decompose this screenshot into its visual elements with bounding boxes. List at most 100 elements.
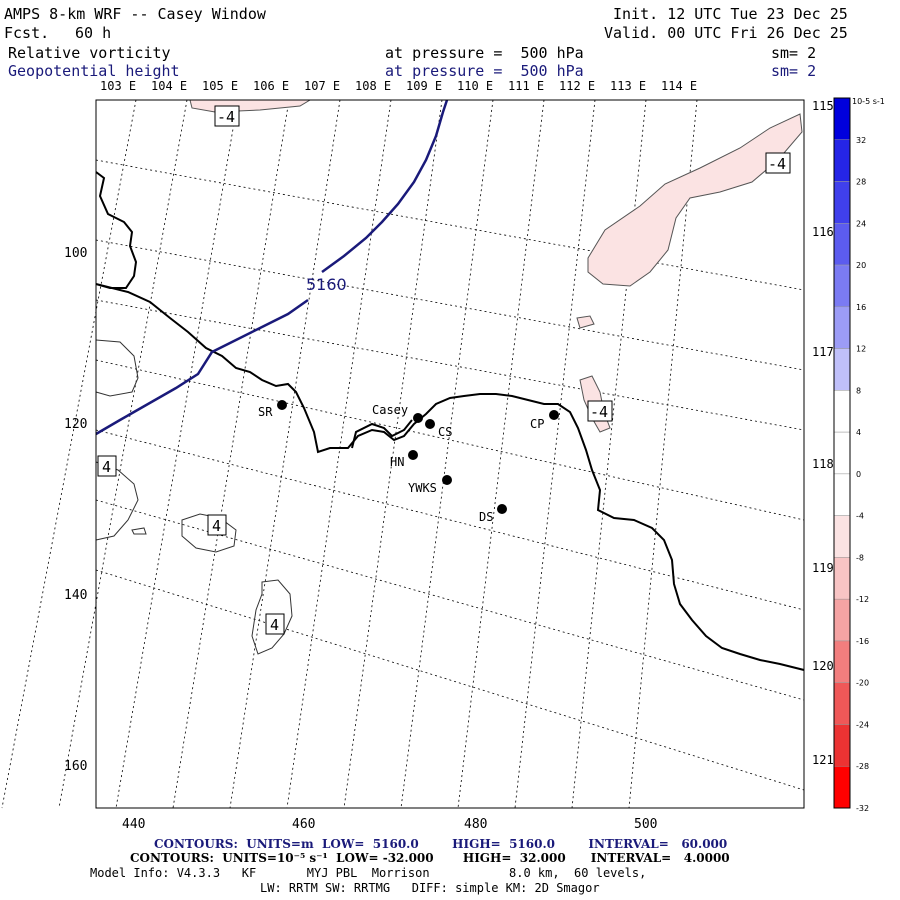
lon-label: 110 E xyxy=(457,79,493,93)
footer-vorticity-contours: CONTOURS: UNITS=10⁻⁵ s⁻¹ LOW= -32.000 HI… xyxy=(130,851,730,865)
station-label-casey: Casey xyxy=(372,403,408,417)
colorbar-segment xyxy=(833,724,851,767)
vort-label-5: 4 xyxy=(212,517,221,535)
colorbar-segment xyxy=(833,557,851,600)
colorbar-label: 24 xyxy=(856,219,866,228)
vorticity-pos-contour-sw xyxy=(95,461,139,541)
colorbar-label: -4 xyxy=(856,512,864,521)
coastline xyxy=(95,171,805,671)
station-dot-casey xyxy=(413,413,423,423)
x-tick-label: 440 xyxy=(122,817,145,832)
x-tick-label: 500 xyxy=(634,817,657,832)
meridian-line xyxy=(229,99,341,809)
colorbar-label: 16 xyxy=(856,303,866,312)
station-label-cp: CP xyxy=(530,417,544,431)
colorbar-frame xyxy=(833,97,851,809)
vort-label-2: -4 xyxy=(768,155,786,173)
vort-label-box-6 xyxy=(265,613,285,635)
colorbar-segment xyxy=(833,181,851,224)
meridian-line xyxy=(343,99,443,809)
lon-label: 111 E xyxy=(508,79,544,93)
colorbar-segment xyxy=(833,390,851,433)
parallel-line xyxy=(95,499,805,701)
lon-label: 107 E xyxy=(304,79,340,93)
colorbar-label: 12 xyxy=(856,345,866,354)
station-label-cs: CS xyxy=(438,425,452,439)
station-label-ds: DS xyxy=(479,510,493,524)
lon-label: 103 E xyxy=(100,79,136,93)
y-tick-label: 120 xyxy=(64,417,87,432)
field1-name: Relative vorticity xyxy=(8,44,171,62)
y-tick-label: 140 xyxy=(64,588,87,603)
station-dot-sr xyxy=(277,400,287,410)
map-title: AMPS 8-km WRF -- Casey Window xyxy=(4,5,266,23)
y-tick-label: 100 xyxy=(64,246,87,261)
station-dot-hn xyxy=(408,450,418,460)
footer-height-contours: CONTOURS: UNITS=m LOW= 5160.0 HIGH= 5160… xyxy=(154,837,728,851)
station-dot-ywks xyxy=(442,475,452,485)
meridian-line xyxy=(400,99,494,809)
graticule xyxy=(1,99,805,809)
colorbar-label: 0 xyxy=(856,470,861,479)
station-dot-cp xyxy=(549,410,559,420)
colorbar-label: -12 xyxy=(856,595,869,604)
parallel-line xyxy=(95,569,805,791)
vort-label-4: 4 xyxy=(102,458,111,476)
x-tick-label: 480 xyxy=(464,817,487,832)
colorbar-segment xyxy=(833,682,851,725)
parallel-line xyxy=(95,239,805,371)
vort-label-box-3 xyxy=(587,400,613,422)
colorbar-label: -16 xyxy=(856,637,869,646)
meridian-line xyxy=(1,99,137,809)
colorbar-segment xyxy=(833,139,851,182)
vorticity-pos-contour-tiny xyxy=(131,527,147,535)
vorticity-neg-area-top xyxy=(189,99,312,113)
field2-smoothing: sm= 2 xyxy=(771,62,817,80)
colorbar-label: 32 xyxy=(856,136,866,145)
valid-time: Valid. 00 UTC Fri 26 Dec 25 xyxy=(604,24,848,42)
colorbar-label: -32 xyxy=(856,804,869,813)
colorbar-label: 8 xyxy=(856,386,861,395)
colorbar-label: -24 xyxy=(856,720,869,729)
map-frame xyxy=(95,99,805,809)
lon-label: 112 E xyxy=(559,79,595,93)
axis-labels: 103 E 104 E 105 E 106 E 107 E 108 E 109 E 110 E… xyxy=(64,79,848,832)
colorbar-unit: 10-5 s-1 xyxy=(852,97,885,106)
lon-label: 104 E xyxy=(151,79,187,93)
colorbar-segment xyxy=(833,598,851,642)
meridian-line xyxy=(115,99,239,809)
lon-label: 113 E xyxy=(610,79,646,93)
vort-label-1: -4 xyxy=(217,108,235,126)
colorbar-label: -20 xyxy=(856,679,869,688)
station-label-ywks: YWKS xyxy=(408,481,437,495)
footer-physics-info: LW: RRTM SW: RRTMG DIFF: simple KM: 2D S… xyxy=(260,881,600,895)
field2-name: Geopotential height xyxy=(8,62,180,80)
vort-label-box-1 xyxy=(214,105,240,127)
height-contour-5160 xyxy=(95,99,449,436)
colorbar-segment xyxy=(833,431,851,475)
meridian-line xyxy=(457,99,545,809)
vorticity-pos-contour-sw2 xyxy=(181,513,237,553)
field1-level: at pressure = 500 hPa xyxy=(385,44,584,62)
vorticity-neg-area-northeast xyxy=(587,113,803,287)
vort-label-3: -4 xyxy=(590,403,608,421)
meridian-line xyxy=(514,99,596,809)
colorbar-label: -8 xyxy=(856,553,864,562)
colorbar-label: 28 xyxy=(856,178,866,187)
parallel-line xyxy=(95,299,805,431)
vort-label-box-2 xyxy=(765,152,791,174)
x-tick-label: 460 xyxy=(292,817,315,832)
colorbar-segment xyxy=(833,473,851,516)
station-dot-cs xyxy=(425,419,435,429)
colorbar-segment xyxy=(833,223,851,266)
footer-model-info: Model Info: V4.3.3 KF MYJ PBL Morrison 8… xyxy=(90,866,647,880)
lon-label: 108 E xyxy=(355,79,391,93)
parallel-line xyxy=(95,359,805,521)
meridian-line xyxy=(628,99,698,809)
colorbar-segment xyxy=(833,264,851,308)
station-markers xyxy=(277,400,559,514)
parallel-line xyxy=(95,429,805,611)
field2-level: at pressure = 500 hPa xyxy=(385,62,584,80)
height-contour-label: 5160 xyxy=(306,275,347,294)
vorticity-pos-contour-west xyxy=(95,339,139,397)
